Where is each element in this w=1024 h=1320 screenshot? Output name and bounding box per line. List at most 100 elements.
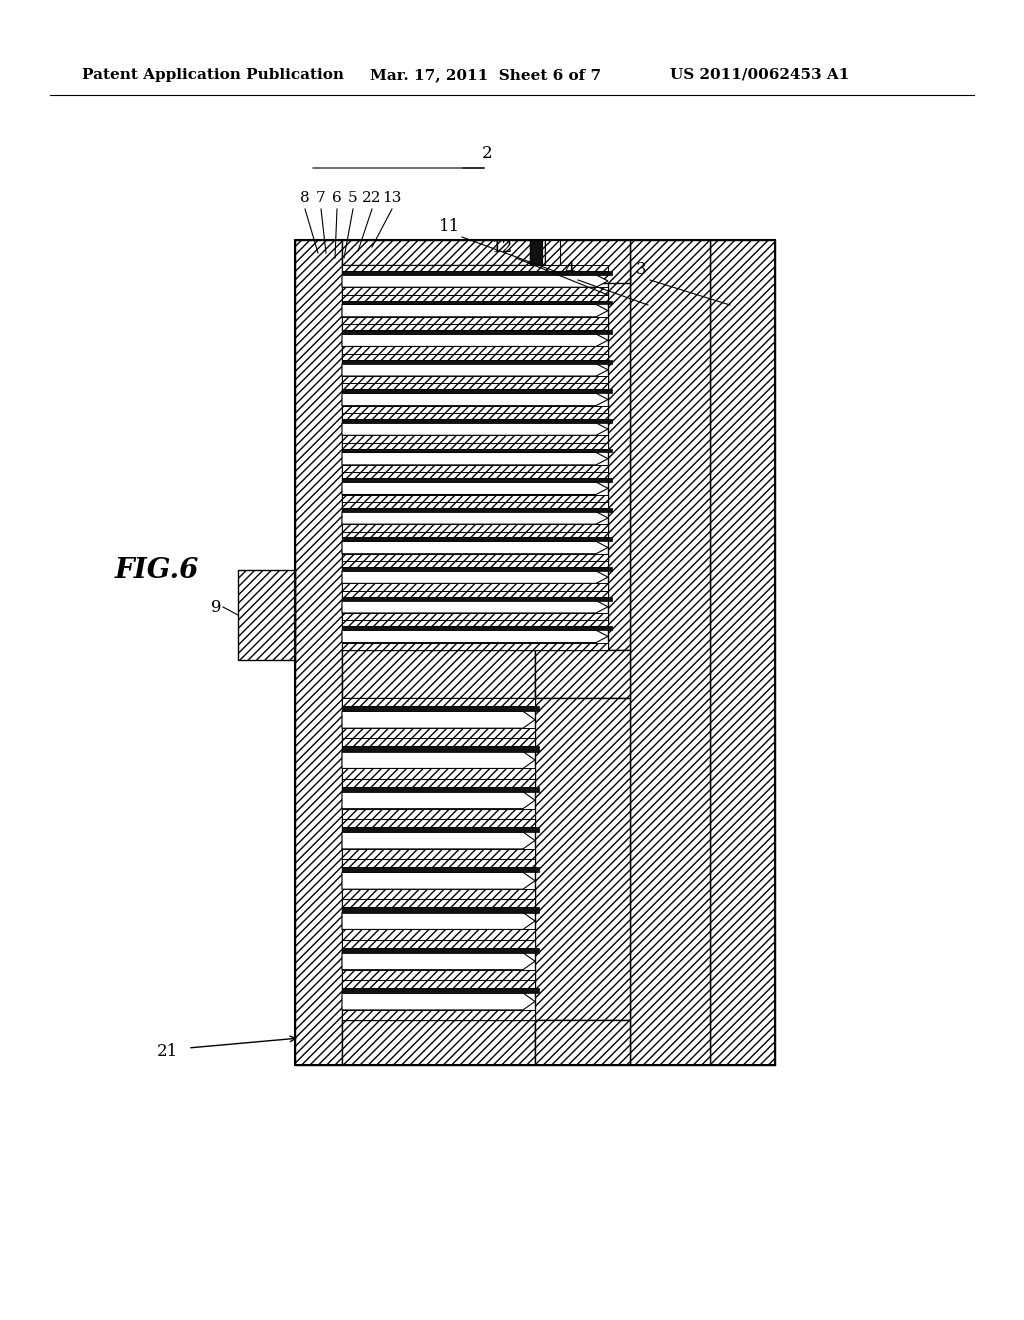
Polygon shape bbox=[342, 751, 535, 768]
Text: 3: 3 bbox=[636, 261, 646, 279]
Polygon shape bbox=[342, 478, 612, 482]
Polygon shape bbox=[342, 698, 535, 706]
Polygon shape bbox=[342, 453, 608, 465]
Polygon shape bbox=[630, 240, 710, 1065]
Polygon shape bbox=[342, 288, 608, 294]
Polygon shape bbox=[342, 418, 612, 422]
Polygon shape bbox=[342, 294, 608, 301]
Polygon shape bbox=[342, 330, 612, 334]
Polygon shape bbox=[342, 473, 608, 478]
Polygon shape bbox=[342, 317, 608, 325]
Polygon shape bbox=[342, 442, 608, 449]
Polygon shape bbox=[238, 570, 295, 660]
Text: 5: 5 bbox=[348, 191, 357, 205]
Polygon shape bbox=[342, 405, 608, 413]
Polygon shape bbox=[342, 449, 612, 453]
Polygon shape bbox=[342, 706, 539, 711]
Text: 11: 11 bbox=[439, 218, 461, 235]
Polygon shape bbox=[342, 384, 608, 389]
Polygon shape bbox=[342, 826, 539, 832]
Polygon shape bbox=[535, 1020, 630, 1065]
Text: 8: 8 bbox=[300, 191, 310, 205]
Polygon shape bbox=[545, 240, 630, 282]
Polygon shape bbox=[342, 240, 530, 265]
Text: 2: 2 bbox=[481, 145, 493, 162]
Polygon shape bbox=[342, 482, 608, 495]
Polygon shape bbox=[342, 612, 608, 620]
Polygon shape bbox=[342, 541, 608, 554]
Text: 7: 7 bbox=[316, 191, 326, 205]
Polygon shape bbox=[342, 436, 608, 442]
Polygon shape bbox=[342, 591, 608, 597]
Polygon shape bbox=[342, 768, 535, 779]
Text: 6: 6 bbox=[332, 191, 342, 205]
Polygon shape bbox=[342, 1010, 535, 1020]
Polygon shape bbox=[545, 240, 560, 265]
Polygon shape bbox=[342, 465, 608, 473]
Polygon shape bbox=[342, 729, 535, 738]
Polygon shape bbox=[342, 532, 608, 537]
Polygon shape bbox=[342, 953, 535, 970]
Polygon shape bbox=[342, 554, 608, 561]
Polygon shape bbox=[535, 649, 630, 698]
Text: US 2011/0062453 A1: US 2011/0062453 A1 bbox=[670, 69, 849, 82]
Polygon shape bbox=[342, 271, 612, 275]
Polygon shape bbox=[342, 907, 539, 912]
Polygon shape bbox=[342, 597, 612, 601]
Polygon shape bbox=[342, 993, 535, 1010]
Polygon shape bbox=[342, 818, 535, 826]
Polygon shape bbox=[342, 738, 535, 746]
Polygon shape bbox=[342, 389, 612, 393]
Polygon shape bbox=[342, 512, 608, 524]
Polygon shape bbox=[342, 620, 608, 626]
Polygon shape bbox=[342, 354, 608, 360]
Polygon shape bbox=[542, 240, 545, 265]
Polygon shape bbox=[342, 305, 608, 317]
Polygon shape bbox=[342, 1020, 535, 1065]
Polygon shape bbox=[342, 583, 608, 591]
Polygon shape bbox=[342, 970, 535, 979]
Polygon shape bbox=[342, 495, 608, 502]
Polygon shape bbox=[342, 859, 535, 867]
Polygon shape bbox=[342, 849, 535, 859]
Polygon shape bbox=[342, 899, 535, 907]
Polygon shape bbox=[342, 948, 539, 953]
Polygon shape bbox=[342, 912, 535, 929]
Text: Mar. 17, 2011  Sheet 6 of 7: Mar. 17, 2011 Sheet 6 of 7 bbox=[370, 69, 601, 82]
Polygon shape bbox=[342, 572, 608, 583]
Polygon shape bbox=[342, 987, 539, 993]
Polygon shape bbox=[342, 568, 612, 572]
Polygon shape bbox=[342, 265, 608, 271]
Polygon shape bbox=[342, 873, 535, 890]
Text: 13: 13 bbox=[382, 191, 401, 205]
Text: 22: 22 bbox=[362, 191, 382, 205]
Polygon shape bbox=[608, 265, 630, 649]
Polygon shape bbox=[342, 746, 539, 751]
Polygon shape bbox=[342, 508, 612, 512]
Text: FIG.6: FIG.6 bbox=[115, 557, 200, 583]
Polygon shape bbox=[342, 787, 539, 792]
Polygon shape bbox=[342, 376, 608, 384]
Polygon shape bbox=[342, 809, 535, 818]
Polygon shape bbox=[342, 626, 612, 630]
Polygon shape bbox=[342, 643, 608, 649]
Polygon shape bbox=[342, 346, 608, 354]
Polygon shape bbox=[342, 363, 608, 376]
Polygon shape bbox=[342, 325, 608, 330]
Text: Patent Application Publication: Patent Application Publication bbox=[82, 69, 344, 82]
Polygon shape bbox=[342, 940, 535, 948]
Polygon shape bbox=[710, 240, 775, 1065]
Polygon shape bbox=[342, 275, 608, 288]
Polygon shape bbox=[342, 524, 608, 532]
Polygon shape bbox=[342, 867, 539, 873]
Polygon shape bbox=[342, 601, 608, 612]
Polygon shape bbox=[342, 502, 608, 508]
Polygon shape bbox=[342, 393, 608, 405]
Polygon shape bbox=[342, 301, 612, 305]
Polygon shape bbox=[342, 779, 535, 787]
Polygon shape bbox=[342, 979, 535, 987]
Polygon shape bbox=[342, 792, 535, 809]
Polygon shape bbox=[342, 561, 608, 568]
Polygon shape bbox=[535, 698, 630, 1020]
Text: 12: 12 bbox=[493, 239, 514, 256]
